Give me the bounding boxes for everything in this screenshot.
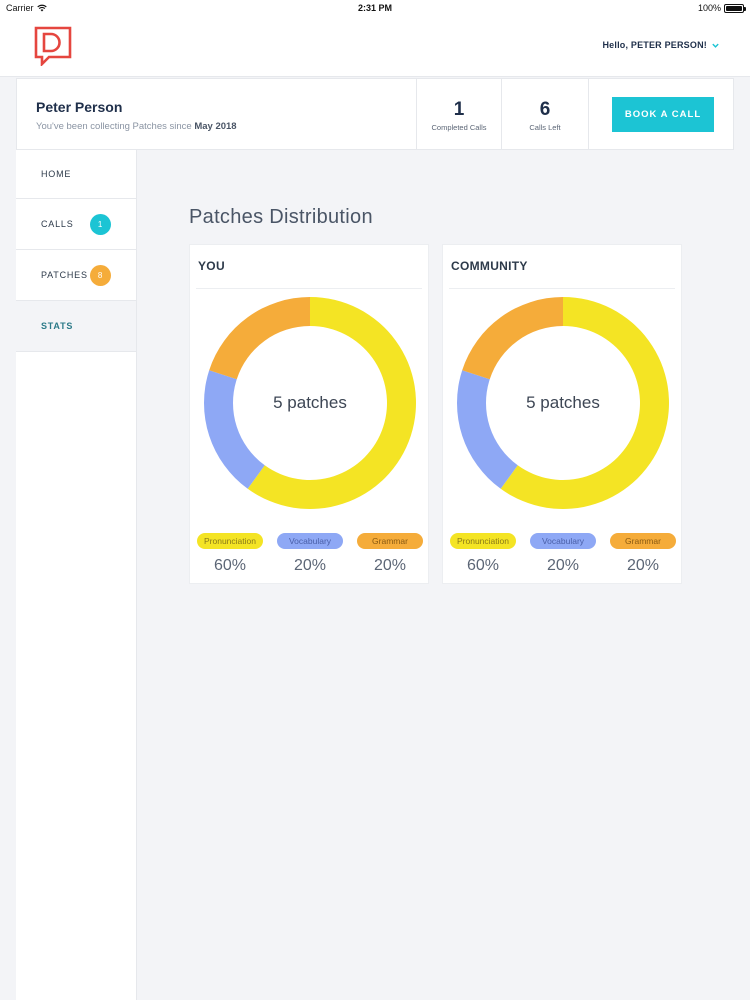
legend-vocabulary: Vocabulary (530, 533, 596, 549)
since-date: May 2018 (194, 121, 237, 132)
book-call-button[interactable]: BOOK A CALL (612, 97, 714, 132)
donut-center-label: 5 patches (273, 393, 347, 412)
battery-indicator: 100% (697, 3, 746, 13)
book-call-cell: BOOK A CALL (588, 79, 734, 149)
calls-left-count: 6 (539, 99, 551, 120)
wifi-icon (36, 4, 47, 12)
calls-left-stat: 6 Calls Left (501, 79, 588, 149)
you-chart-card: YOU 5 patches Pronunciation Vocabulary G… (189, 244, 429, 584)
community-chart-card: COMMUNITY 5 patches Pronunciation Vocabu… (442, 244, 682, 584)
donut-slice-vocabulary (457, 370, 518, 489)
percent-grammar: 20% (626, 557, 660, 574)
card-divider (196, 288, 422, 289)
sidebar-item-label: CALLS (41, 219, 74, 229)
completed-calls-count: 1 (453, 99, 465, 120)
app-logo-icon[interactable] (34, 26, 72, 66)
chart-title: YOU (198, 259, 225, 273)
user-menu[interactable]: Hello, PETER PERSON! (602, 40, 720, 50)
percent-vocabulary: 20% (293, 557, 327, 574)
sidebar-item-patches[interactable]: PATCHES 8 (16, 250, 136, 301)
completed-calls-label: Completed Calls (431, 123, 487, 132)
calls-left-label: Calls Left (529, 123, 561, 132)
sidebar-item-stats[interactable]: STATS (16, 301, 136, 352)
legend-pronunciation: Pronunciation (450, 533, 516, 549)
donut-slice-pronunciation (247, 297, 416, 509)
carrier-label: Carrier (6, 3, 34, 13)
since-text: You've been collecting Patches since (36, 121, 195, 132)
sidebar-item-label: STATS (41, 321, 74, 331)
legend-pronunciation: Pronunciation (197, 533, 263, 549)
legend-vocabulary: Vocabulary (277, 533, 343, 549)
battery-percent: 100% (697, 3, 721, 13)
status-bar: Carrier 2:31 PM 100% (0, 0, 750, 16)
chart-title: COMMUNITY (451, 259, 528, 273)
legend-grammar: Grammar (610, 533, 676, 549)
patches-count-badge: 8 (90, 264, 111, 286)
donut-slice-vocabulary (204, 370, 265, 489)
page-title: Patches Distribution (189, 206, 373, 228)
top-nav: Hello, PETER PERSON! (0, 16, 750, 77)
legend-grammar: Grammar (357, 533, 423, 549)
percent-pronunciation: 60% (466, 557, 500, 574)
greeting-text: Hello, PETER PERSON! (602, 40, 707, 50)
percent-vocabulary: 20% (546, 557, 580, 574)
percent-pronunciation: 60% (213, 557, 247, 574)
donut-slice-grammar (462, 297, 563, 380)
status-time: 2:31 PM (357, 3, 392, 13)
profile-name: Peter Person (36, 99, 123, 115)
donut-center-label: 5 patches (526, 393, 600, 412)
calls-count-badge: 1 (90, 213, 111, 235)
chevron-down-icon (712, 43, 719, 48)
percent-grammar: 20% (373, 557, 407, 574)
battery-icon (724, 3, 746, 13)
completed-calls-stat: 1 Completed Calls (416, 79, 501, 149)
donut-chart (204, 297, 416, 509)
sidebar: HOME CALLS 1 PATCHES 8 STATS (16, 150, 137, 1000)
carrier-indicator: Carrier (6, 3, 47, 13)
donut-slice-grammar (209, 297, 310, 380)
donut-chart (457, 297, 669, 509)
sidebar-item-label: PATCHES (41, 270, 88, 280)
card-divider (449, 288, 675, 289)
sidebar-item-home[interactable]: HOME (16, 150, 136, 199)
donut-slice-pronunciation (500, 297, 669, 509)
sidebar-item-calls[interactable]: CALLS 1 (16, 199, 136, 250)
profile-bar: Peter Person You've been collecting Patc… (16, 78, 734, 150)
sidebar-item-label: HOME (41, 169, 72, 179)
profile-since: You've been collecting Patches since May… (36, 121, 237, 132)
